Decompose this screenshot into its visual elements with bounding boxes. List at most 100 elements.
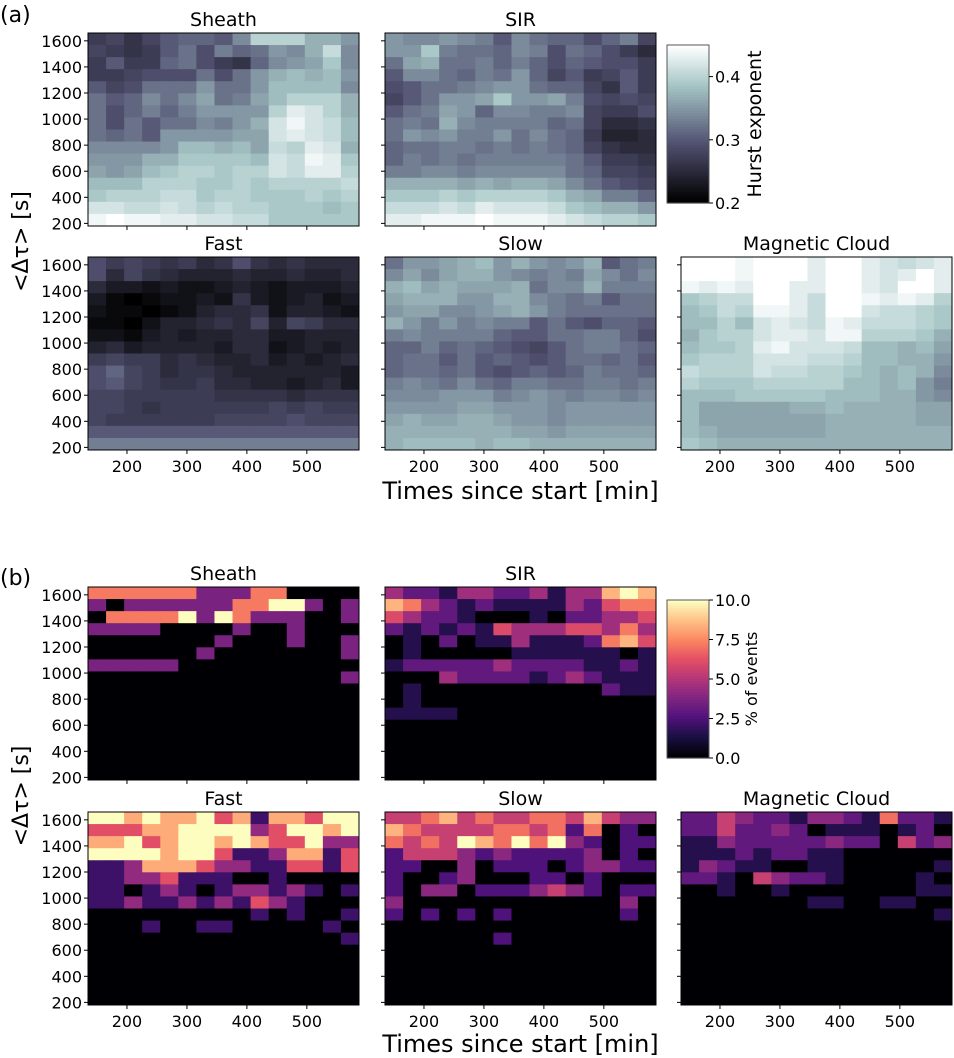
heatmap-cell <box>681 944 700 958</box>
heatmap-cell <box>511 992 531 1006</box>
heatmap-cell <box>232 269 252 282</box>
heatmap-cell <box>771 437 790 451</box>
heatmap-cell <box>421 908 440 922</box>
heatmap-cell <box>897 269 917 282</box>
heatmap-cell <box>511 896 531 909</box>
heatmap-cell <box>493 413 512 427</box>
heatmap-cell <box>789 920 808 934</box>
heatmap-cell <box>511 45 531 58</box>
heatmap-cell <box>214 305 234 318</box>
colorbar-tick-label: 7.5 <box>715 631 740 650</box>
colorbar-segment <box>667 97 709 101</box>
heatmap-cell <box>268 281 288 294</box>
heatmap-cell <box>421 153 440 167</box>
heatmap-cell <box>340 69 360 82</box>
heatmap-cell <box>717 281 736 294</box>
heatmap-cell <box>196 920 215 934</box>
heatmap-cell <box>286 341 306 354</box>
heatmap-cell <box>699 413 718 427</box>
heatmap-cell <box>124 836 143 849</box>
heatmap-cell <box>879 932 899 946</box>
heatmap-cell <box>933 341 953 354</box>
heatmap-cell <box>789 848 808 861</box>
heatmap-cell <box>160 920 179 934</box>
heatmap-cell <box>529 884 549 897</box>
heatmap-cell <box>178 956 197 970</box>
heatmap-cell <box>304 389 324 403</box>
heatmap-cell <box>286 707 306 721</box>
heatmap-cell <box>717 317 736 330</box>
heatmap-cell <box>196 389 215 403</box>
heatmap-cell <box>421 812 440 825</box>
heatmap-cell <box>403 860 422 873</box>
heatmap-cell <box>637 81 657 94</box>
heatmap-cell <box>322 860 342 873</box>
heatmap-cell <box>771 365 790 379</box>
heatmap-cell <box>753 257 772 270</box>
heatmap-cell <box>385 69 404 82</box>
heatmap-cell <box>475 896 494 909</box>
heatmap-cell <box>340 93 360 106</box>
heatmap-cell <box>789 992 808 1006</box>
heatmap-cell <box>106 707 125 721</box>
heatmap-cell <box>286 45 306 58</box>
heatmap-cell <box>439 93 458 106</box>
heatmap-cell <box>340 623 360 636</box>
heatmap-cell <box>322 944 342 958</box>
heatmap-cell <box>421 647 440 660</box>
heatmap-cell <box>717 353 736 367</box>
heatmap-cell <box>565 425 585 439</box>
heatmap-cell <box>106 69 125 82</box>
heatmap-cell <box>286 683 306 697</box>
heatmap-cell <box>178 824 197 837</box>
heatmap-cell <box>915 848 935 861</box>
heatmap-cell <box>124 587 143 600</box>
heatmap-cell <box>160 611 179 624</box>
heatmap-cell <box>933 269 953 282</box>
heatmap-cell <box>807 956 827 970</box>
heatmap-cell <box>493 824 512 837</box>
heatmap-cell <box>304 956 324 970</box>
heatmap-cell <box>421 69 440 82</box>
heatmap-cell <box>304 353 324 367</box>
axes-frame <box>680 811 953 1006</box>
heatmap-cell <box>601 317 621 330</box>
heatmap-cell <box>601 623 621 636</box>
heatmap-cell <box>214 908 234 922</box>
heatmap-cell <box>933 872 953 885</box>
heatmap-cell <box>637 165 657 179</box>
heatmap-cell <box>385 117 404 130</box>
heatmap-cell <box>637 105 657 118</box>
heatmap-cell <box>142 437 161 451</box>
heatmap-cell <box>421 767 440 781</box>
heatmap-cell <box>178 860 197 873</box>
heatmap-cell <box>897 377 917 391</box>
heatmap-cell <box>843 425 863 439</box>
heatmap-cell <box>879 860 899 873</box>
y-tick-label: 1400 <box>41 58 82 77</box>
heatmap-cell <box>897 896 917 909</box>
heatmap-cell <box>511 968 531 982</box>
colorbar-segment <box>667 750 709 754</box>
heatmap-cell <box>619 165 639 179</box>
heatmap-cell <box>807 329 827 342</box>
heatmap-cell <box>268 141 288 155</box>
colorbar: 0.02.55.07.510.0% of events <box>666 591 761 768</box>
heatmap-cell <box>403 317 422 330</box>
heatmap-cell <box>475 341 494 354</box>
colorbar: 0.20.30.4 Hurst exponent <box>666 44 766 213</box>
heatmap-cell <box>250 956 270 970</box>
heatmap-cell <box>547 189 567 203</box>
heatmap-cell <box>897 293 917 306</box>
heatmap-cell <box>385 623 404 636</box>
heatmap-cell <box>268 437 288 451</box>
heatmap-cell <box>340 920 360 934</box>
heatmap-cell <box>322 117 342 130</box>
heatmap-cell <box>843 329 863 342</box>
heatmap-cell <box>178 153 197 167</box>
heatmap-cell <box>385 980 404 994</box>
heatmap-cell <box>843 944 863 958</box>
heatmap-cell <box>457 707 476 721</box>
heatmap-cell <box>879 872 899 885</box>
heatmap-cell <box>142 767 161 781</box>
